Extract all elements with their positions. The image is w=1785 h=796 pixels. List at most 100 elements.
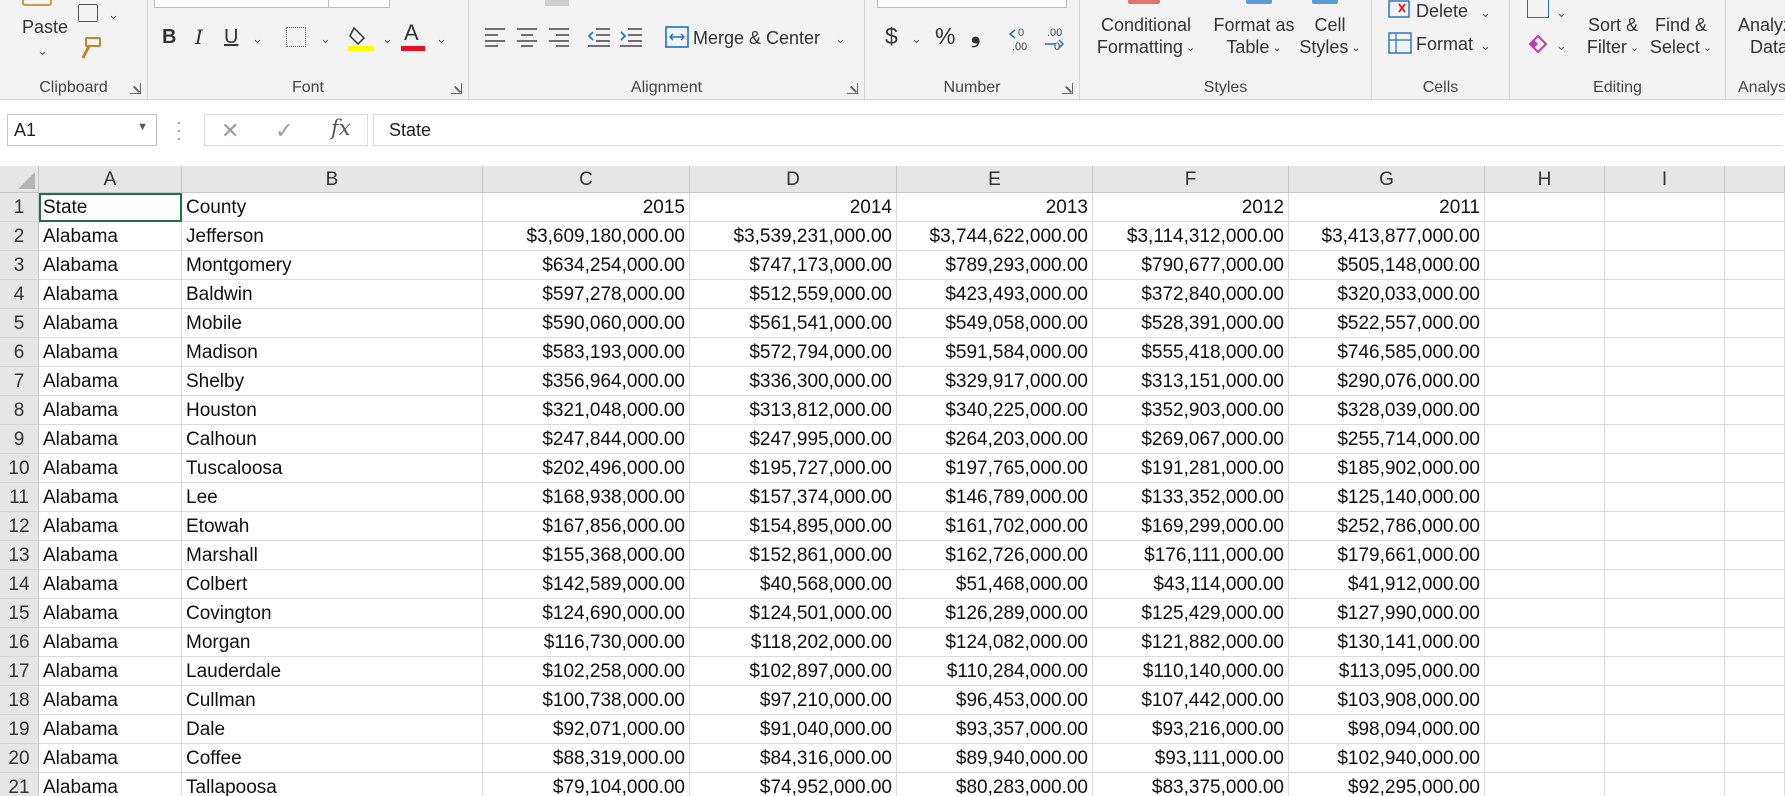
cell-j19[interactable] xyxy=(1725,715,1785,744)
cell-f9[interactable]: $269,067,000.00 xyxy=(1093,425,1289,454)
format-cells-dropdown-caret[interactable]: ⌄ xyxy=(1480,38,1491,53)
cell-d18[interactable]: $97,210,000.00 xyxy=(690,686,897,715)
cell-i6[interactable] xyxy=(1605,338,1725,367)
bold-button[interactable]: B xyxy=(162,26,177,48)
cell-j1[interactable] xyxy=(1725,193,1785,222)
formula-input[interactable]: State xyxy=(373,114,1783,146)
conditional-formatting-button[interactable]: Conditional Formatting ⌄ xyxy=(1096,14,1196,59)
cell-e9[interactable]: $264,203,000.00 xyxy=(897,425,1093,454)
cell-h13[interactable] xyxy=(1485,541,1605,570)
cell-a8[interactable]: Alabama xyxy=(39,396,182,425)
cell-c7[interactable]: $356,964,000.00 xyxy=(483,367,690,396)
row-header-7[interactable]: 7 xyxy=(0,367,39,396)
cell-b3[interactable]: Montgomery xyxy=(182,251,483,280)
cell-c19[interactable]: $92,071,000.00 xyxy=(483,715,690,744)
cell-f14[interactable]: $43,114,000.00 xyxy=(1093,570,1289,599)
formula-bar-splitter-icon[interactable]: · · · xyxy=(176,112,182,148)
cell-a14[interactable]: Alabama xyxy=(39,570,182,599)
cell-g16[interactable]: $130,141,000.00 xyxy=(1289,628,1485,657)
cell-b7[interactable]: Shelby xyxy=(182,367,483,396)
cell-g19[interactable]: $98,094,000.00 xyxy=(1289,715,1485,744)
column-header-d[interactable]: D xyxy=(690,166,897,193)
cell-b17[interactable]: Lauderdale xyxy=(182,657,483,686)
fill-color-dropdown-caret[interactable]: ⌄ xyxy=(382,31,393,46)
cell-i10[interactable] xyxy=(1605,454,1725,483)
cell-d4[interactable]: $512,559,000.00 xyxy=(690,280,897,309)
align-center-icon[interactable] xyxy=(516,27,538,47)
cell-f20[interactable]: $93,111,000.00 xyxy=(1093,744,1289,773)
cell-g21[interactable]: $92,295,000.00 xyxy=(1289,773,1485,796)
row-header-17[interactable]: 17 xyxy=(0,657,39,686)
confirm-edit-icon[interactable]: ✓ xyxy=(275,118,294,143)
cell-b16[interactable]: Morgan xyxy=(182,628,483,657)
analyze-data-button[interactable]: Analyz Data xyxy=(1738,14,1785,58)
cell-c12[interactable]: $167,856,000.00 xyxy=(483,512,690,541)
cell-g17[interactable]: $113,095,000.00 xyxy=(1289,657,1485,686)
cell-b1[interactable]: County xyxy=(182,193,483,222)
cell-j13[interactable] xyxy=(1725,541,1785,570)
cell-f13[interactable]: $176,111,000.00 xyxy=(1093,541,1289,570)
row-header-11[interactable]: 11 xyxy=(0,483,39,512)
cell-h17[interactable] xyxy=(1485,657,1605,686)
cell-i9[interactable] xyxy=(1605,425,1725,454)
cell-b14[interactable]: Colbert xyxy=(182,570,483,599)
cell-c15[interactable]: $124,690,000.00 xyxy=(483,599,690,628)
cell-e12[interactable]: $161,702,000.00 xyxy=(897,512,1093,541)
cell-j16[interactable] xyxy=(1725,628,1785,657)
cell-j15[interactable] xyxy=(1725,599,1785,628)
align-left-icon[interactable] xyxy=(484,27,506,47)
find-select-button[interactable]: Find & Select ⌄ xyxy=(1644,14,1718,59)
cell-i1[interactable] xyxy=(1605,193,1725,222)
cell-c18[interactable]: $100,738,000.00 xyxy=(483,686,690,715)
column-header-c[interactable]: C xyxy=(483,166,690,193)
row-header-19[interactable]: 19 xyxy=(0,715,39,744)
cell-d5[interactable]: $561,541,000.00 xyxy=(690,309,897,338)
cell-f10[interactable]: $191,281,000.00 xyxy=(1093,454,1289,483)
clear-dropdown-caret[interactable]: ⌄ xyxy=(1556,38,1567,53)
copy-icon[interactable] xyxy=(78,4,98,22)
borders-icon[interactable] xyxy=(286,27,306,47)
cell-i8[interactable] xyxy=(1605,396,1725,425)
comma-style-button[interactable]: ❟ xyxy=(971,21,981,48)
cell-i12[interactable] xyxy=(1605,512,1725,541)
cell-g6[interactable]: $746,585,000.00 xyxy=(1289,338,1485,367)
cell-d8[interactable]: $313,812,000.00 xyxy=(690,396,897,425)
cell-e19[interactable]: $93,357,000.00 xyxy=(897,715,1093,744)
cell-g9[interactable]: $255,714,000.00 xyxy=(1289,425,1485,454)
cell-f17[interactable]: $110,140,000.00 xyxy=(1093,657,1289,686)
row-header-6[interactable]: 6 xyxy=(0,338,39,367)
font-color-dropdown-caret[interactable]: ⌄ xyxy=(436,31,447,46)
cell-h6[interactable] xyxy=(1485,338,1605,367)
cell-j14[interactable] xyxy=(1725,570,1785,599)
cell-i5[interactable] xyxy=(1605,309,1725,338)
column-header-i[interactable]: I xyxy=(1605,166,1725,193)
row-header-15[interactable]: 15 xyxy=(0,599,39,628)
cell-b2[interactable]: Jefferson xyxy=(182,222,483,251)
cell-f6[interactable]: $555,418,000.00 xyxy=(1093,338,1289,367)
cell-d10[interactable]: $195,727,000.00 xyxy=(690,454,897,483)
cell-e13[interactable]: $162,726,000.00 xyxy=(897,541,1093,570)
cell-styles-icon[interactable] xyxy=(1312,0,1338,4)
cell-d11[interactable]: $157,374,000.00 xyxy=(690,483,897,512)
cell-a20[interactable]: Alabama xyxy=(39,744,182,773)
cell-d3[interactable]: $747,173,000.00 xyxy=(690,251,897,280)
cell-d17[interactable]: $102,897,000.00 xyxy=(690,657,897,686)
borders-dropdown-caret[interactable]: ⌄ xyxy=(320,31,331,46)
cell-a10[interactable]: Alabama xyxy=(39,454,182,483)
cell-f11[interactable]: $133,352,000.00 xyxy=(1093,483,1289,512)
cell-e1[interactable]: 2013 xyxy=(897,193,1093,222)
cell-j18[interactable] xyxy=(1725,686,1785,715)
alignment-dialog-launcher-icon[interactable] xyxy=(847,83,858,94)
cell-e10[interactable]: $197,765,000.00 xyxy=(897,454,1093,483)
cell-h12[interactable] xyxy=(1485,512,1605,541)
cell-e8[interactable]: $340,225,000.00 xyxy=(897,396,1093,425)
cell-c2[interactable]: $3,609,180,000.00 xyxy=(483,222,690,251)
cell-j11[interactable] xyxy=(1725,483,1785,512)
cell-g5[interactable]: $522,557,000.00 xyxy=(1289,309,1485,338)
cell-i20[interactable] xyxy=(1605,744,1725,773)
cell-a1[interactable]: State xyxy=(39,193,182,222)
cell-b10[interactable]: Tuscaloosa xyxy=(182,454,483,483)
merge-center-icon[interactable] xyxy=(665,26,689,48)
row-header-13[interactable]: 13 xyxy=(0,541,39,570)
cell-i4[interactable] xyxy=(1605,280,1725,309)
